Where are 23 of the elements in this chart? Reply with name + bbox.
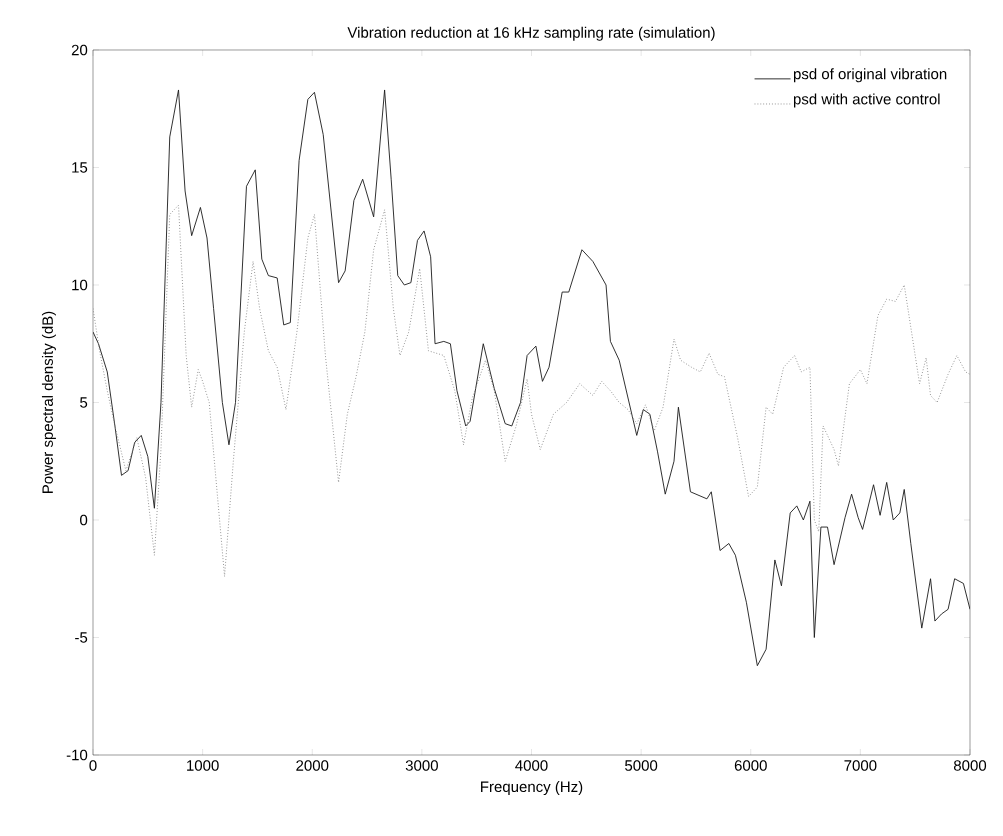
y-tick-label: 20 [71, 44, 88, 56]
line-series [93, 204, 970, 577]
x-tick-label: 0 [89, 760, 97, 771]
y-tick-label: 0 [80, 514, 88, 526]
chart-title: Vibration reduction at 16 kHz sampling rate (simulation) [347, 26, 715, 41]
x-axis-title: Frequency (Hz) [481, 781, 583, 795]
legend-label: psd with active control [793, 93, 940, 108]
y-tick-label: -10 [66, 749, 88, 761]
x-tick-label: 7000 [844, 760, 877, 771]
y-tick-label: 5 [80, 397, 88, 408]
x-tick-label: 1000 [187, 760, 219, 771]
x-tick-label: 3000 [405, 760, 438, 771]
y-tick-label: -5 [75, 632, 88, 643]
x-tick-label: 8000 [953, 760, 987, 771]
x-tick-label: 5000 [625, 760, 658, 771]
y-tick-label: 10 [72, 279, 88, 291]
x-tick-label: 6000 [734, 760, 767, 771]
y-axis-title: Power spectral density (dB) [41, 311, 56, 493]
x-tick-label: 2000 [296, 760, 329, 771]
x-tick-label: 4000 [515, 760, 548, 771]
legend-label: psd of original vibration [793, 68, 947, 83]
line-series [93, 89, 970, 667]
y-tick-label: 15 [72, 162, 88, 173]
